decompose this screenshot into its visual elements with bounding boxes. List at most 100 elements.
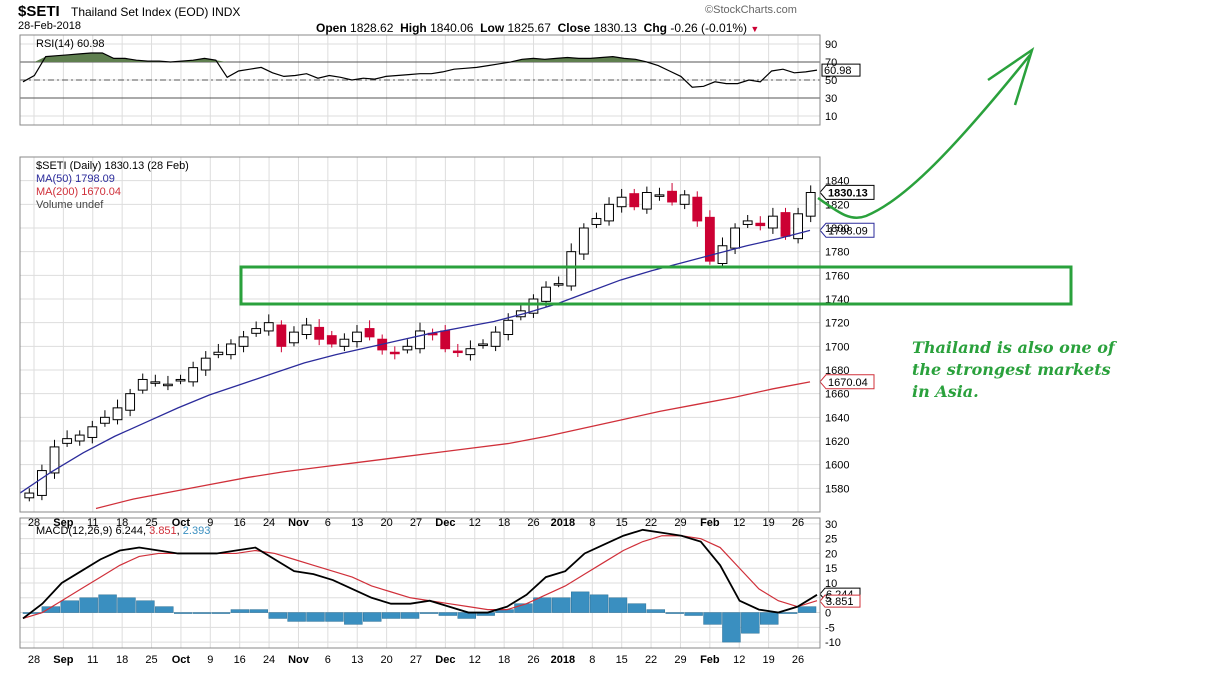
candle-body — [604, 203, 614, 222]
candle-body — [780, 212, 791, 237]
support-zone-box — [239, 265, 1073, 306]
candle-body — [62, 438, 73, 444]
macd-x-tick-label: 24 — [263, 654, 275, 666]
macd-histogram-bar — [514, 603, 533, 613]
ohlc-readout: Open 1828.62 High 1840.06 Low 1825.67 Cl… — [316, 21, 759, 35]
macd-x-tick-label: Nov — [288, 654, 310, 666]
price-x-tick-label: 27 — [410, 517, 422, 529]
macd-x-tick-label: 12 — [469, 654, 481, 666]
candle-body — [251, 328, 262, 334]
candle-body — [616, 196, 627, 208]
candle-body — [200, 357, 211, 371]
candle-body — [87, 426, 98, 438]
price-x-tick-label: 18 — [116, 517, 128, 529]
price-y-tick-label: 1840 — [825, 176, 849, 188]
candle — [238, 330, 249, 353]
macd-histogram-bar — [684, 612, 703, 616]
price-x-tick-label: 29 — [674, 517, 686, 529]
candle-body — [805, 192, 816, 217]
candle — [301, 317, 312, 340]
candle — [339, 333, 350, 352]
macd-histogram-bar — [722, 612, 741, 643]
candle — [125, 388, 136, 417]
price-x-tick-label: 26 — [792, 517, 804, 529]
price-x-tick-label: 15 — [616, 517, 628, 529]
candle — [314, 319, 325, 346]
macd-x-tick-label: 13 — [351, 654, 363, 666]
annotation-line-3: in Asia. — [912, 382, 979, 401]
macd-x-tick-label: Sep — [53, 654, 73, 666]
stockcharts-logo[interactable]: ©StockCharts.com — [705, 4, 797, 16]
price-x-tick-label: Oct — [172, 517, 191, 529]
candle — [717, 237, 728, 269]
candle — [137, 373, 148, 394]
macd-histogram-bar — [344, 612, 363, 625]
macd-histogram-bar — [381, 612, 401, 619]
price-y-tick-label: 1760 — [825, 270, 849, 282]
candle — [440, 325, 451, 353]
macd-x-tick-label: 26 — [792, 654, 804, 666]
candle-body — [112, 407, 123, 421]
candle — [415, 322, 425, 354]
volume-legend: Volume undef — [36, 199, 104, 211]
candle — [389, 346, 400, 360]
price-x-tick-label: 16 — [234, 517, 246, 529]
candle-body — [213, 351, 224, 356]
candle-body — [679, 194, 690, 205]
macd-x-tick-label: Dec — [435, 654, 455, 666]
rsi-y-tick-label: 30 — [825, 93, 837, 105]
candle-body — [641, 192, 652, 210]
candle-body — [364, 328, 375, 338]
close-value: 1830.13 — [593, 21, 637, 35]
projection-arrow — [817, 54, 1031, 219]
macd-x-tick-label: 22 — [645, 654, 657, 666]
chg-label: Chg — [643, 21, 667, 35]
price-x-tick-label: 12 — [733, 517, 745, 529]
candle-body — [326, 335, 337, 345]
macd-y-tick-label: 5 — [825, 593, 831, 605]
price-y-tick-label: 1800 — [825, 223, 849, 235]
macd-y-tick-label: 20 — [825, 548, 837, 560]
candle-body — [137, 378, 148, 391]
candle-body — [591, 218, 602, 225]
chart-name: Thailand Set Index (EOD) INDX — [71, 5, 240, 19]
close-label: Close — [557, 21, 591, 35]
candle-body — [150, 381, 161, 384]
candle — [427, 328, 438, 341]
candle-body — [541, 286, 551, 302]
candle — [742, 214, 753, 228]
chart-axes: 1030507090158016001620164016601680170017… — [19, 34, 849, 666]
macd-x-tick-label: 20 — [380, 654, 392, 666]
macd-y-tick-label: 15 — [825, 563, 837, 575]
rsi-value-box — [821, 63, 861, 77]
candle — [112, 399, 123, 425]
macd-histogram-bar — [230, 609, 250, 613]
candle — [49, 439, 60, 479]
candle — [24, 488, 35, 502]
candle — [226, 339, 236, 360]
price-x-tick-label: Dec — [435, 517, 455, 529]
chg-value: -0.26 (-0.01%) — [670, 21, 748, 35]
macd-histogram-bar — [79, 597, 98, 613]
macd-x-tick-label: Oct — [172, 654, 191, 666]
macd-histogram-bar — [438, 612, 458, 616]
macd-signal-label: 3.851 — [826, 596, 854, 608]
candle-body — [175, 378, 186, 382]
macd-signal-box — [819, 594, 861, 608]
candle — [251, 321, 262, 337]
price-x-tick-label: 6 — [325, 517, 331, 529]
price-x-tick-label: 18 — [498, 517, 510, 529]
candle — [528, 294, 539, 318]
candle — [276, 320, 287, 353]
candle-body — [692, 196, 703, 222]
candle-body — [440, 330, 451, 350]
candle — [200, 351, 211, 376]
ma200-legend: MA(200) 1670.04 — [36, 186, 121, 198]
index-name: Thailand Set Index (EOD) — [71, 5, 209, 19]
candle — [793, 207, 804, 244]
candle — [352, 325, 362, 348]
macd-legend-sep: , — [143, 525, 149, 537]
candle — [629, 188, 640, 211]
candle-body — [415, 330, 425, 350]
candle-body — [125, 393, 136, 411]
